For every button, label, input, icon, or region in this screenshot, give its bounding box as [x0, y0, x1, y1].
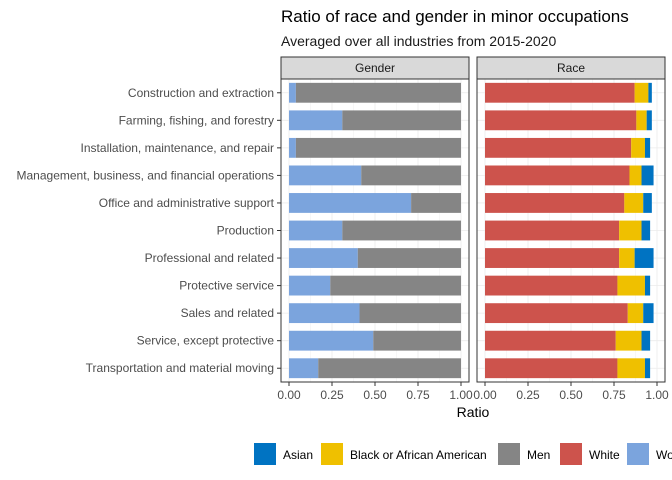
bar-white [485, 220, 620, 241]
bar-asian [644, 358, 651, 379]
panel-0: Gender 0.00 0.25 0.50 0.75 1.00 [277, 56, 473, 402]
bar-white [485, 248, 620, 268]
bar-men [373, 330, 461, 351]
bar-black-or-african-american [615, 330, 642, 351]
legend-swatch-white [560, 443, 582, 465]
bar-asian [644, 275, 651, 296]
legend-swatch-women [627, 443, 649, 465]
bar-asian [643, 303, 654, 324]
bar-women [289, 137, 296, 158]
bar-black-or-african-american [617, 275, 645, 296]
x-tick-label: 0.75 [406, 388, 430, 402]
bar-white [485, 137, 632, 158]
category-label: Professional and related [145, 251, 274, 265]
bar-white [485, 82, 635, 103]
legend-swatch-asian [254, 443, 276, 465]
panel-strip-label: Gender [355, 61, 395, 75]
bar-white [485, 358, 618, 379]
bar-men [330, 275, 461, 296]
bar-men [318, 358, 461, 379]
category-label: Installation, maintenance, and repair [81, 141, 274, 155]
panel-strip-label: Race [557, 61, 585, 75]
bar-men [342, 110, 461, 131]
panel-1: Race 0.00 0.25 0.50 0.75 1.00 [473, 56, 669, 402]
category-label: Protective service [179, 279, 274, 293]
bar-asian [641, 165, 654, 186]
category-label: Construction and extraction [128, 86, 274, 100]
bar-women [289, 330, 374, 351]
bar-women [289, 110, 343, 131]
bar-men [295, 137, 461, 158]
legend-label: Women [656, 448, 672, 462]
bar-asian [634, 248, 654, 268]
chart-title: Ratio of race and gender in minor occupa… [281, 7, 629, 26]
bar-women [289, 220, 343, 241]
bar-men [357, 248, 461, 268]
bar-white [485, 193, 625, 213]
bar-black-or-african-american [636, 110, 647, 131]
bar-asian [644, 137, 651, 158]
bar-men [359, 303, 461, 324]
legend-swatch-men [498, 443, 520, 465]
bar-men [361, 165, 461, 186]
x-tick-label: 1.00 [645, 388, 669, 402]
bar-black-or-african-american [627, 303, 644, 324]
category-label: Service, except protective [137, 334, 275, 348]
bar-men [295, 82, 461, 103]
x-tick-label: 0.00 [473, 388, 497, 402]
category-label: Management, business, and financial oper… [17, 168, 275, 182]
bar-women [289, 193, 412, 213]
bar-black-or-african-american [629, 165, 642, 186]
bar-black-or-african-american [619, 248, 635, 268]
x-tick-label: 0.50 [559, 388, 583, 402]
bar-men [342, 220, 461, 241]
bar-asian [641, 330, 651, 351]
category-label: Office and administrative support [99, 196, 275, 210]
bar-asian [648, 82, 652, 103]
bar-women [289, 248, 358, 268]
panels: Gender 0.00 0.25 0.50 0.75 1.00 Race 0.00 0.25 0.… [277, 56, 669, 402]
bar-women [289, 358, 319, 379]
category-label: Production [217, 224, 274, 238]
bar-black-or-african-american [634, 82, 649, 103]
bar-black-or-african-american [631, 137, 645, 158]
bar-black-or-african-american [617, 358, 645, 379]
bar-black-or-african-american [624, 193, 644, 213]
bar-women [289, 275, 331, 296]
bar-women [289, 303, 360, 324]
x-tick-label: 0.25 [516, 388, 540, 402]
legend: Asian Black or African American Men White Wo… [254, 443, 672, 465]
bar-men [411, 193, 461, 213]
x-tick-label: 0.00 [277, 388, 301, 402]
category-label: Transportation and material moving [86, 361, 274, 375]
category-label: Sales and related [181, 306, 274, 320]
bar-white [485, 165, 630, 186]
legend-label: White [589, 448, 620, 462]
bar-asian [641, 220, 651, 241]
x-tick-label: 0.75 [602, 388, 626, 402]
bar-black-or-african-american [619, 220, 642, 241]
bar-white [485, 303, 628, 324]
bar-asian [643, 193, 652, 213]
bar-white [485, 110, 637, 131]
x-tick-label: 1.00 [449, 388, 473, 402]
category-label: Farming, fishing, and forestry [119, 113, 274, 127]
legend-label: Asian [283, 448, 313, 462]
x-tick-label: 0.50 [363, 388, 387, 402]
chart-subtitle: Averaged over all industries from 2015-2… [281, 33, 556, 49]
x-tick-label: 0.25 [320, 388, 344, 402]
bar-white [485, 275, 618, 296]
bar-white [485, 330, 616, 351]
bar-asian [646, 110, 652, 131]
legend-label: Black or African American [350, 448, 487, 462]
legend-label: Men [527, 448, 550, 462]
x-axis-title: Ratio [457, 404, 490, 420]
bar-women [289, 165, 362, 186]
legend-swatch-black-or-african-american [321, 443, 343, 465]
bar-women [289, 82, 296, 103]
category-labels: Construction and extraction Farming, fish… [17, 86, 281, 375]
